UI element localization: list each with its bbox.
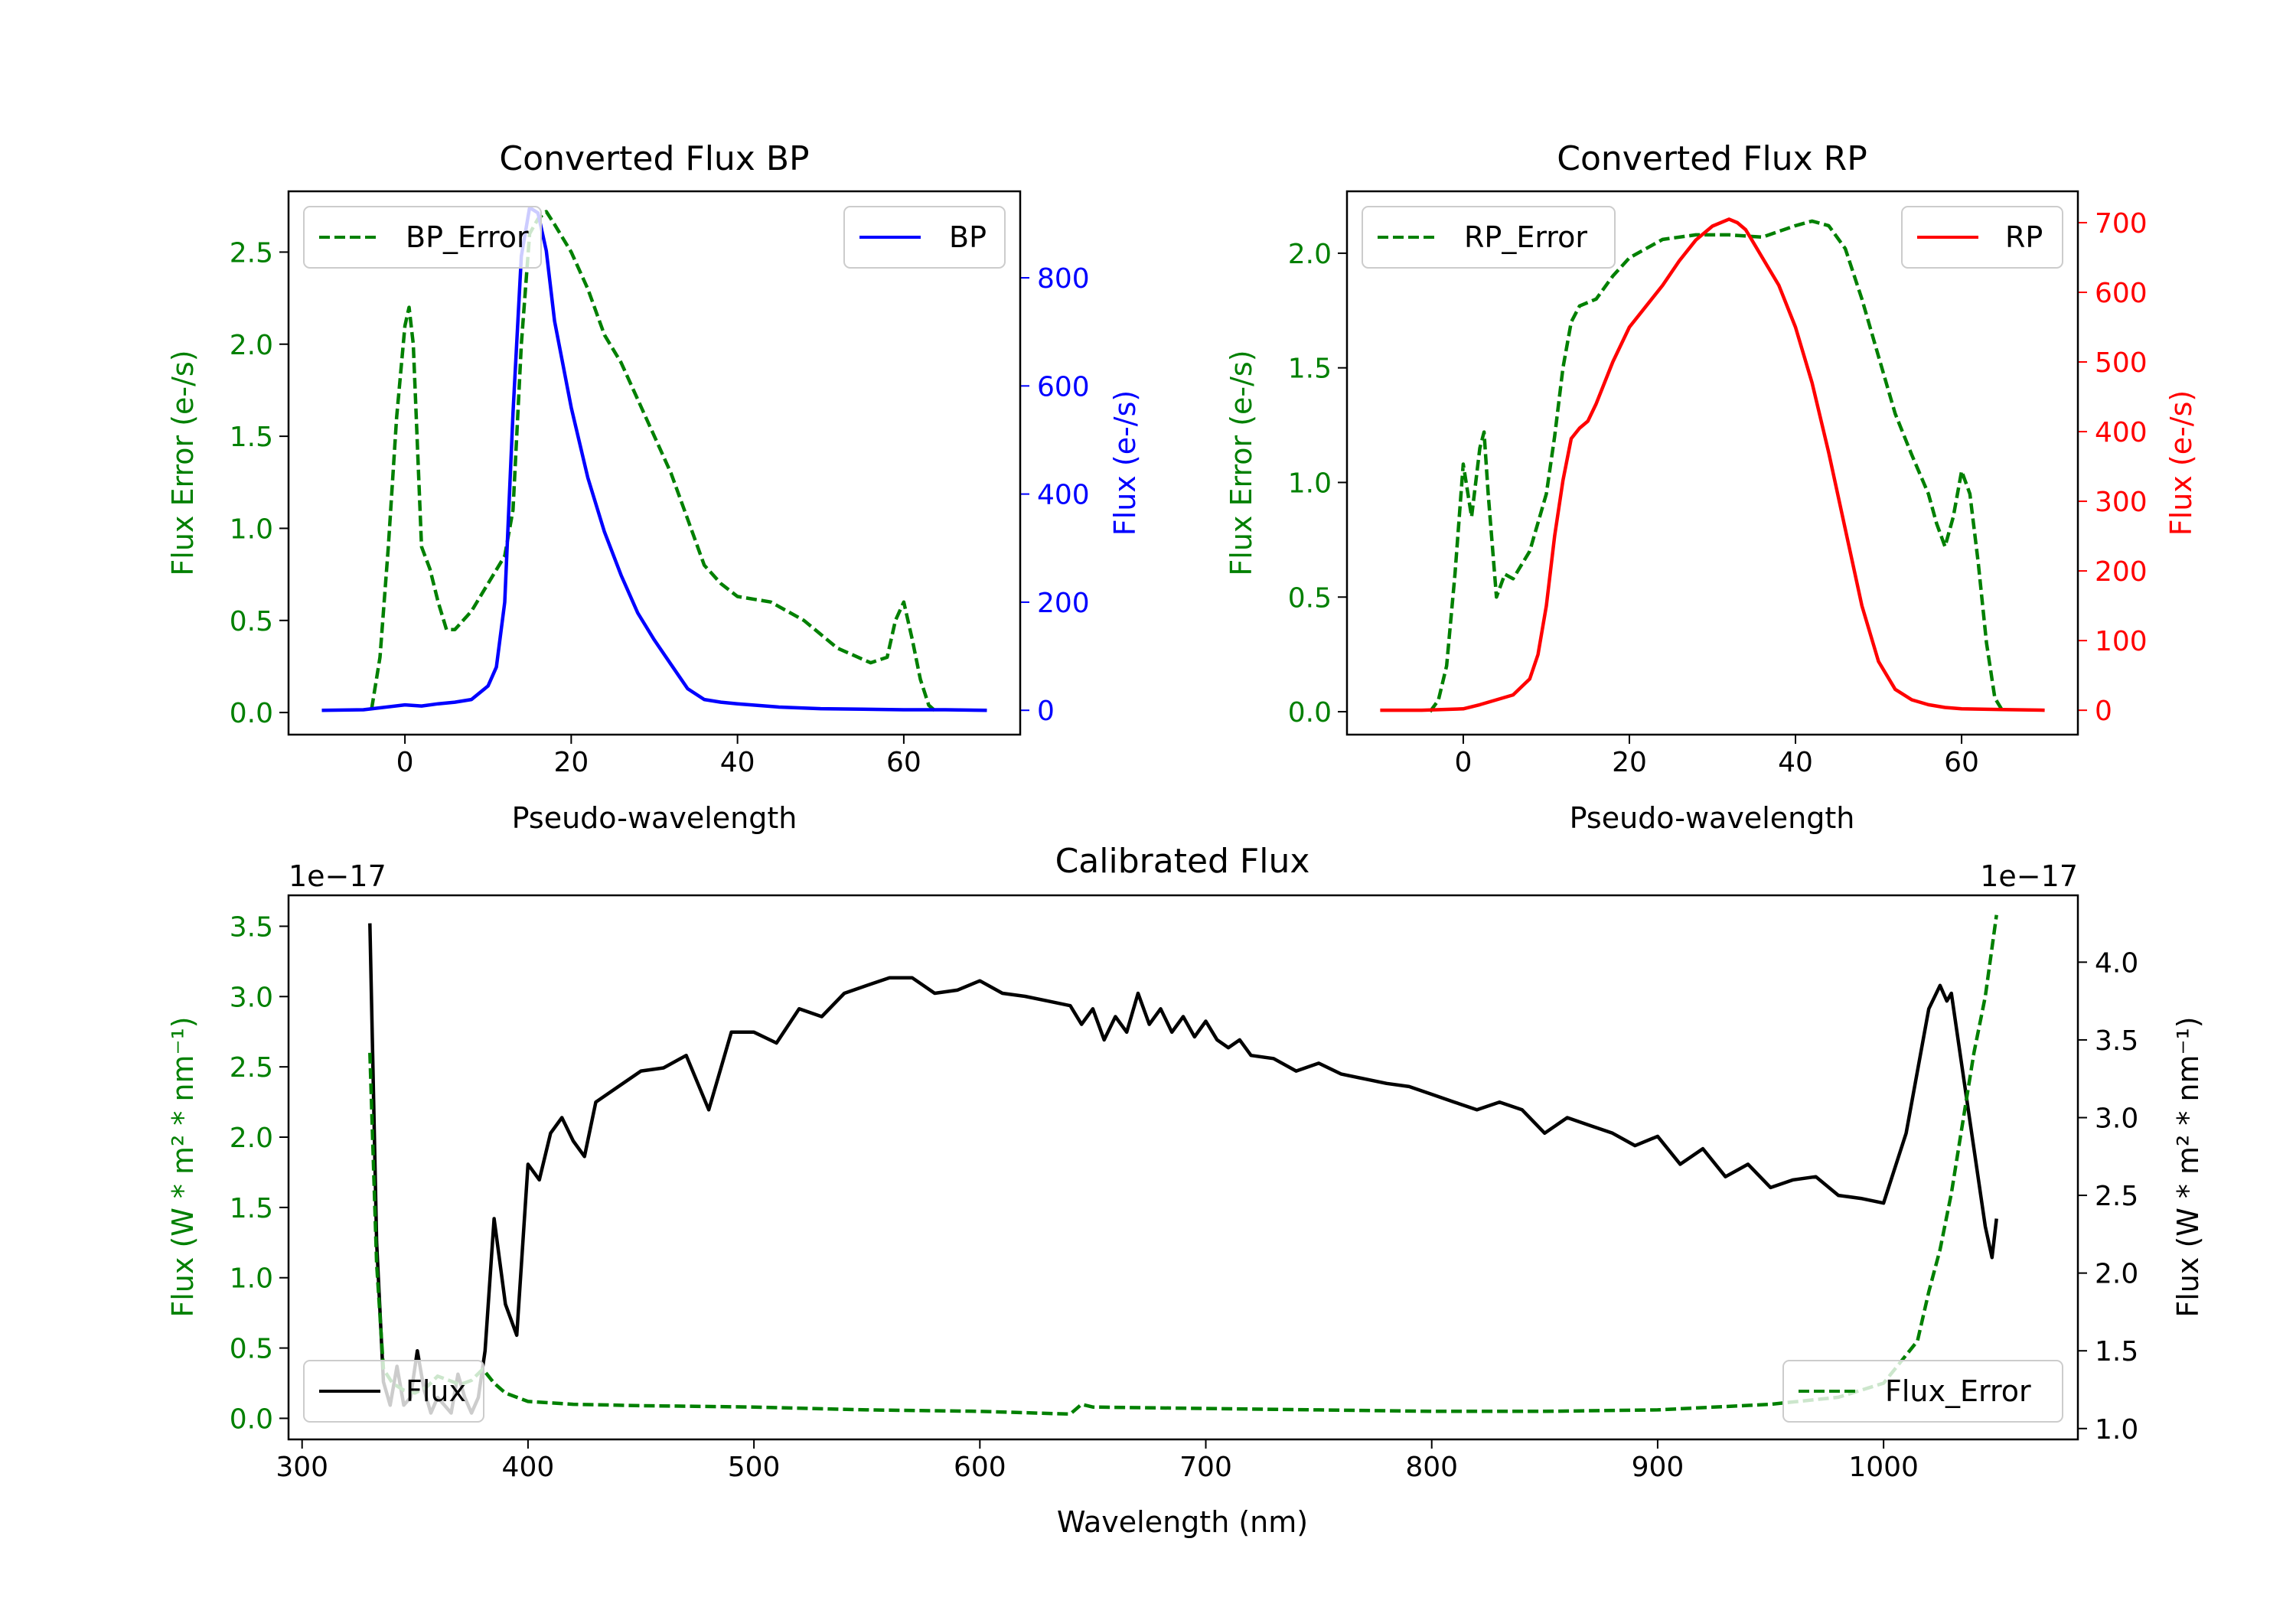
series-rp-error-line bbox=[1428, 219, 2005, 713]
panel-calibrated-plot: 300 400 500 600 700 800 900 1000 0.0 0.5 1.0 1.5 2.0… bbox=[230, 911, 2139, 1483]
calibrated-xtick-label-5: 800 bbox=[1405, 1452, 1458, 1483]
calibrated-xtick-label-1: 400 bbox=[502, 1452, 555, 1483]
rp-ytick-left-label-3: 1.5 bbox=[1288, 354, 1332, 385]
panel-bp-xlabel: Pseudo-wavelength bbox=[512, 801, 797, 835]
panel-rp-frame bbox=[1345, 190, 2079, 736]
panel-rp-ylabel-left: Flux Error (e-/s) bbox=[1225, 350, 1258, 575]
rp-xtick-label-1: 20 bbox=[1612, 747, 1647, 778]
panel-bp-title: Converted Flux BP bbox=[499, 139, 809, 178]
panel-rp-ylabel-right: Flux (e-/s) bbox=[2164, 390, 2198, 536]
calibrated-ytick-right-label-5: 3.5 bbox=[2095, 1025, 2138, 1057]
calibrated-ytick-right-label-1: 1.5 bbox=[2095, 1336, 2138, 1367]
rp-ytick-right-label-7: 700 bbox=[2095, 208, 2148, 240]
panel-bp-frame bbox=[287, 190, 1022, 736]
rp-ytick-right-label-2: 200 bbox=[2095, 556, 2148, 588]
bp-xtick-label-1: 20 bbox=[553, 747, 589, 778]
calibrated-ytick-left-label-0: 0.0 bbox=[230, 1403, 273, 1435]
calibrated-ytick-left-label-2: 1.0 bbox=[230, 1263, 273, 1295]
panel-calibrated-frame bbox=[287, 894, 2079, 1441]
panel-calibrated-legend-right: Flux_Error bbox=[1782, 1360, 2063, 1423]
bp-ytick-left-label-2: 1.0 bbox=[230, 513, 273, 545]
rp-ytick-left-label-0: 0.0 bbox=[1288, 697, 1332, 729]
rp-ytick-left-label-2: 1.0 bbox=[1288, 468, 1332, 499]
bp-ytick-left-label-4: 2.0 bbox=[230, 330, 273, 361]
legend-rp-error-label: RP_Error bbox=[1464, 220, 1587, 254]
legend-bp-error-label: BP_Error bbox=[406, 220, 529, 254]
series-rp-line bbox=[1380, 217, 2045, 712]
panel-bp-legend-left: BP_Error bbox=[303, 206, 542, 269]
series-flux-line bbox=[368, 923, 1998, 1415]
calibrated-ytick-right-label-6: 4.0 bbox=[2095, 947, 2138, 979]
calibrated-ytick-left-label-1: 0.5 bbox=[230, 1334, 273, 1365]
rp-ytick-right-label-5: 500 bbox=[2095, 347, 2148, 379]
panel-bp-ylabel-left: Flux Error (e-/s) bbox=[166, 350, 200, 575]
rp-ytick-right-label-0: 0 bbox=[2095, 696, 2112, 727]
calibrated-xtick-label-2: 500 bbox=[728, 1452, 781, 1483]
calibrated-xtick-label-6: 900 bbox=[1632, 1452, 1684, 1483]
panel-rp-xlabel: Pseudo-wavelength bbox=[1570, 801, 1855, 835]
bp-ytick-left-label-1: 0.5 bbox=[230, 606, 273, 637]
panel-calibrated: Calibrated Flux 1e−17 1e−17 300 400 500 600… bbox=[166, 842, 2205, 1539]
bp-ytick-left-label-3: 1.5 bbox=[230, 422, 273, 453]
calibrated-ytick-right-label-3: 2.5 bbox=[2095, 1181, 2138, 1212]
panel-rp-title: Converted Flux RP bbox=[1557, 139, 1867, 178]
rp-xtick-label-2: 40 bbox=[1778, 747, 1813, 778]
calibrated-xtick-label-3: 600 bbox=[954, 1452, 1006, 1483]
rp-xtick-label-0: 0 bbox=[1454, 747, 1472, 778]
panel-rp-legend-right: RP bbox=[1901, 206, 2063, 269]
panel-calibrated-ylabel-right: Flux (W * m² * nm⁻¹) bbox=[2171, 1016, 2205, 1317]
rp-ytick-right-label-4: 400 bbox=[2095, 417, 2148, 448]
panel-rp-legend-left: RP_Error bbox=[1362, 206, 1616, 269]
panel-bp-ylabel-right: Flux (e-/s) bbox=[1108, 390, 1142, 536]
legend-flux-label: Flux bbox=[406, 1374, 466, 1408]
bp-xtick-label-3: 60 bbox=[886, 747, 921, 778]
calibrated-ytick-right-label-0: 1.0 bbox=[2095, 1414, 2138, 1446]
rp-ytick-right-label-6: 600 bbox=[2095, 278, 2148, 309]
panel-bp-legend-right: BP bbox=[843, 206, 1006, 269]
series-bp-line bbox=[321, 205, 987, 712]
rp-ytick-right-label-3: 300 bbox=[2095, 487, 2148, 518]
panel-calibrated-ylabel-left: Flux (W * m² * nm⁻¹) bbox=[166, 1016, 200, 1317]
calibrated-ytick-left-label-5: 2.5 bbox=[230, 1052, 273, 1084]
legend-flux-error-label: Flux_Error bbox=[1885, 1374, 2031, 1408]
calibrated-ytick-left-label-4: 2.0 bbox=[230, 1123, 273, 1154]
calibrated-ytick-left-label-6: 3.0 bbox=[230, 982, 273, 1013]
panel-calibrated-xlabel: Wavelength (nm) bbox=[1057, 1505, 1308, 1539]
calibrated-ytick-right-label-2: 2.0 bbox=[2095, 1259, 2138, 1290]
panel-bp-plot: 0 20 40 60 0.0 0.5 1.0 1.5 2.0 2.5 0 200 400 600 800 bbox=[230, 205, 1090, 778]
panel-calibrated-offset-right: 1e−17 bbox=[1980, 859, 2078, 893]
rp-ytick-right-label-1: 100 bbox=[2095, 626, 2148, 657]
panel-calibrated-legend-left: Flux bbox=[303, 1360, 484, 1423]
calibrated-xtick-label-7: 1000 bbox=[1848, 1452, 1919, 1483]
legend-rp-label: RP bbox=[2005, 220, 2043, 254]
calibrated-ytick-left-label-7: 3.5 bbox=[230, 911, 273, 943]
bp-ytick-right-label-1: 200 bbox=[1037, 588, 1090, 619]
rp-xtick-label-3: 60 bbox=[1944, 747, 1979, 778]
panel-rp-plot: 0 20 40 60 0.0 0.5 1.0 1.5 2.0 0 100 200 300 400 500 60… bbox=[1288, 208, 2148, 778]
panel-bp: Converted Flux BP 0 20 40 60 0.0 0.5 1.0 1.5 2.0… bbox=[166, 139, 1142, 835]
panel-rp: Converted Flux RP 0 20 40 60 0.0 0.5 1.0 1.5 2.0… bbox=[1225, 139, 2198, 835]
calibrated-xtick-label-4: 700 bbox=[1179, 1452, 1232, 1483]
calibrated-ytick-right-label-4: 3.0 bbox=[2095, 1103, 2138, 1134]
bp-xtick-label-0: 0 bbox=[396, 747, 414, 778]
bp-ytick-left-label-0: 0.0 bbox=[230, 698, 273, 729]
calibrated-ytick-left-label-3: 1.5 bbox=[230, 1193, 273, 1224]
rp-ytick-left-label-4: 2.0 bbox=[1288, 239, 1332, 270]
panel-calibrated-offset-left: 1e−17 bbox=[289, 859, 386, 893]
series-flux-error-line bbox=[368, 914, 1998, 1416]
bp-ytick-right-label-2: 400 bbox=[1037, 480, 1090, 511]
bp-ytick-right-label-4: 800 bbox=[1037, 263, 1090, 295]
series-bp-error-line bbox=[370, 210, 938, 714]
bp-ytick-left-label-5: 2.5 bbox=[230, 237, 273, 269]
bp-ytick-right-label-0: 0 bbox=[1037, 696, 1055, 727]
legend-bp-label: BP bbox=[949, 220, 987, 254]
rp-ytick-left-label-1: 0.5 bbox=[1288, 582, 1332, 614]
bp-ytick-right-label-3: 600 bbox=[1037, 371, 1090, 403]
panel-calibrated-title: Calibrated Flux bbox=[1055, 842, 1310, 881]
bp-xtick-label-2: 40 bbox=[720, 747, 755, 778]
calibrated-xtick-label-0: 300 bbox=[276, 1452, 328, 1483]
